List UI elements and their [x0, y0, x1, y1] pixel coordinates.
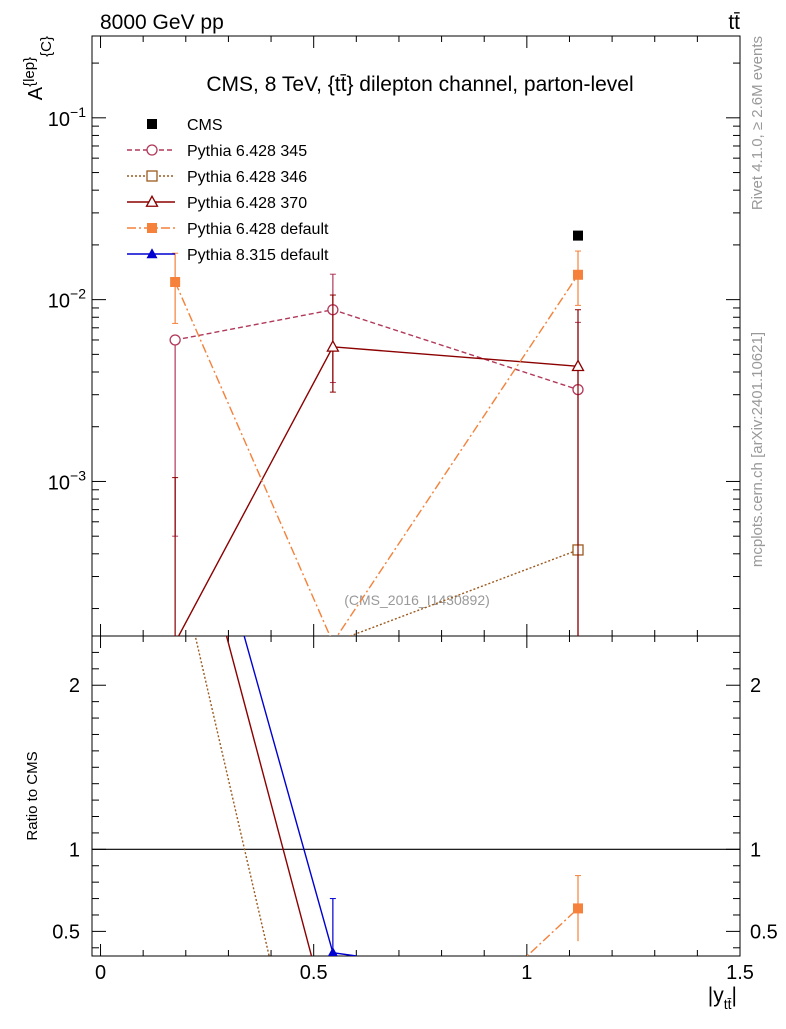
ratio-line-p346: [194, 636, 270, 956]
legend-marker-pdef: [147, 223, 157, 233]
ratio-y-tick-label-right: 1: [750, 839, 761, 861]
header-right-label: tt̄: [728, 11, 740, 34]
ratio-line-pdef: [526, 907, 579, 956]
ratio-y-tick-label-right: 2: [750, 675, 761, 697]
legend-marker-cms: [147, 119, 157, 129]
data-point-p370: [571, 359, 585, 372]
data-point-pdef: [170, 277, 181, 288]
ratio-y-axis-label: Ratio to CMS: [24, 751, 41, 840]
main-y-tick-label: 10−2: [48, 286, 86, 313]
analysis-watermark: (CMS_2016_I1430892): [344, 592, 490, 608]
data-point-p346: [328, 638, 338, 648]
main-y-tick-label: 10−3: [48, 467, 86, 494]
x-axis-label: |ytt̄|: [708, 984, 737, 1012]
legend-label-p8: Pythia 8.315 default: [187, 247, 329, 264]
ratio-point-pdef: [573, 903, 583, 914]
legend-marker-p370: [145, 194, 159, 207]
data-point-p8: [327, 637, 338, 647]
legend-label-p346: Pythia 6.428 346: [187, 169, 307, 186]
series-line-p346: [348, 549, 579, 636]
x-tick-label: 0: [95, 962, 106, 984]
ratio-y-tick-label: 1: [69, 839, 80, 861]
legend-label-p370: Pythia 6.428 370: [187, 195, 307, 212]
header-left-label: 8000 GeV pp: [100, 11, 224, 34]
series-line-pdef: [174, 274, 579, 636]
plot-title: CMS, 8 TeV, {tt̄} dilepton channel, part…: [206, 73, 633, 96]
ratio-data-layer: [194, 636, 583, 956]
data-point-p370: [174, 635, 176, 636]
main-y-axis-label: A{lep}{C}: [21, 36, 56, 100]
data-point-pdef: [573, 269, 583, 280]
legend-marker-p346: [146, 170, 158, 182]
data-point-cms: [573, 230, 583, 241]
data-point-p8: [170, 637, 181, 647]
ratio-panel-frame: [91, 635, 741, 957]
legend-label-p345: Pythia 6.428 345: [187, 143, 307, 160]
data-point-p8: [573, 637, 584, 647]
ratio-y-tick-label: 0.5: [52, 921, 80, 943]
main-y-tick-label: 10−1: [48, 104, 86, 131]
data-point-pdef: [328, 638, 338, 648]
ratio-y-tick-label: 2: [69, 675, 80, 697]
x-tick-label: 1: [521, 962, 532, 984]
legend: CMS Pythia 6.428 345 Pythia 6.428 346 Pythi…: [127, 117, 329, 264]
ratio-line-p8: [243, 636, 357, 956]
side-label-rivet: Rivet 4.1.0, ≥ 2.6M events: [749, 36, 766, 210]
legend-marker-p345: [146, 144, 158, 156]
legend-marker-p8: [146, 248, 158, 259]
x-tick-label: 1.5: [726, 962, 754, 984]
ratio-point-p8: [327, 946, 338, 956]
side-label-mcplots: mcplots.cern.ch [arXiv:2401.10621]: [749, 332, 766, 567]
data-point-p346: [170, 638, 180, 648]
ratio-line-p370: [225, 636, 313, 956]
x-tick-label: 0.5: [300, 962, 328, 984]
main-data-layer: [169, 230, 585, 648]
legend-label-pdef: Pythia 6.428 default: [187, 221, 329, 238]
ratio-y-tick-label-right: 0.5: [750, 921, 778, 943]
data-point-p370: [326, 339, 340, 352]
data-point-p345: [169, 334, 181, 346]
legend-label-cms: CMS: [187, 117, 223, 134]
